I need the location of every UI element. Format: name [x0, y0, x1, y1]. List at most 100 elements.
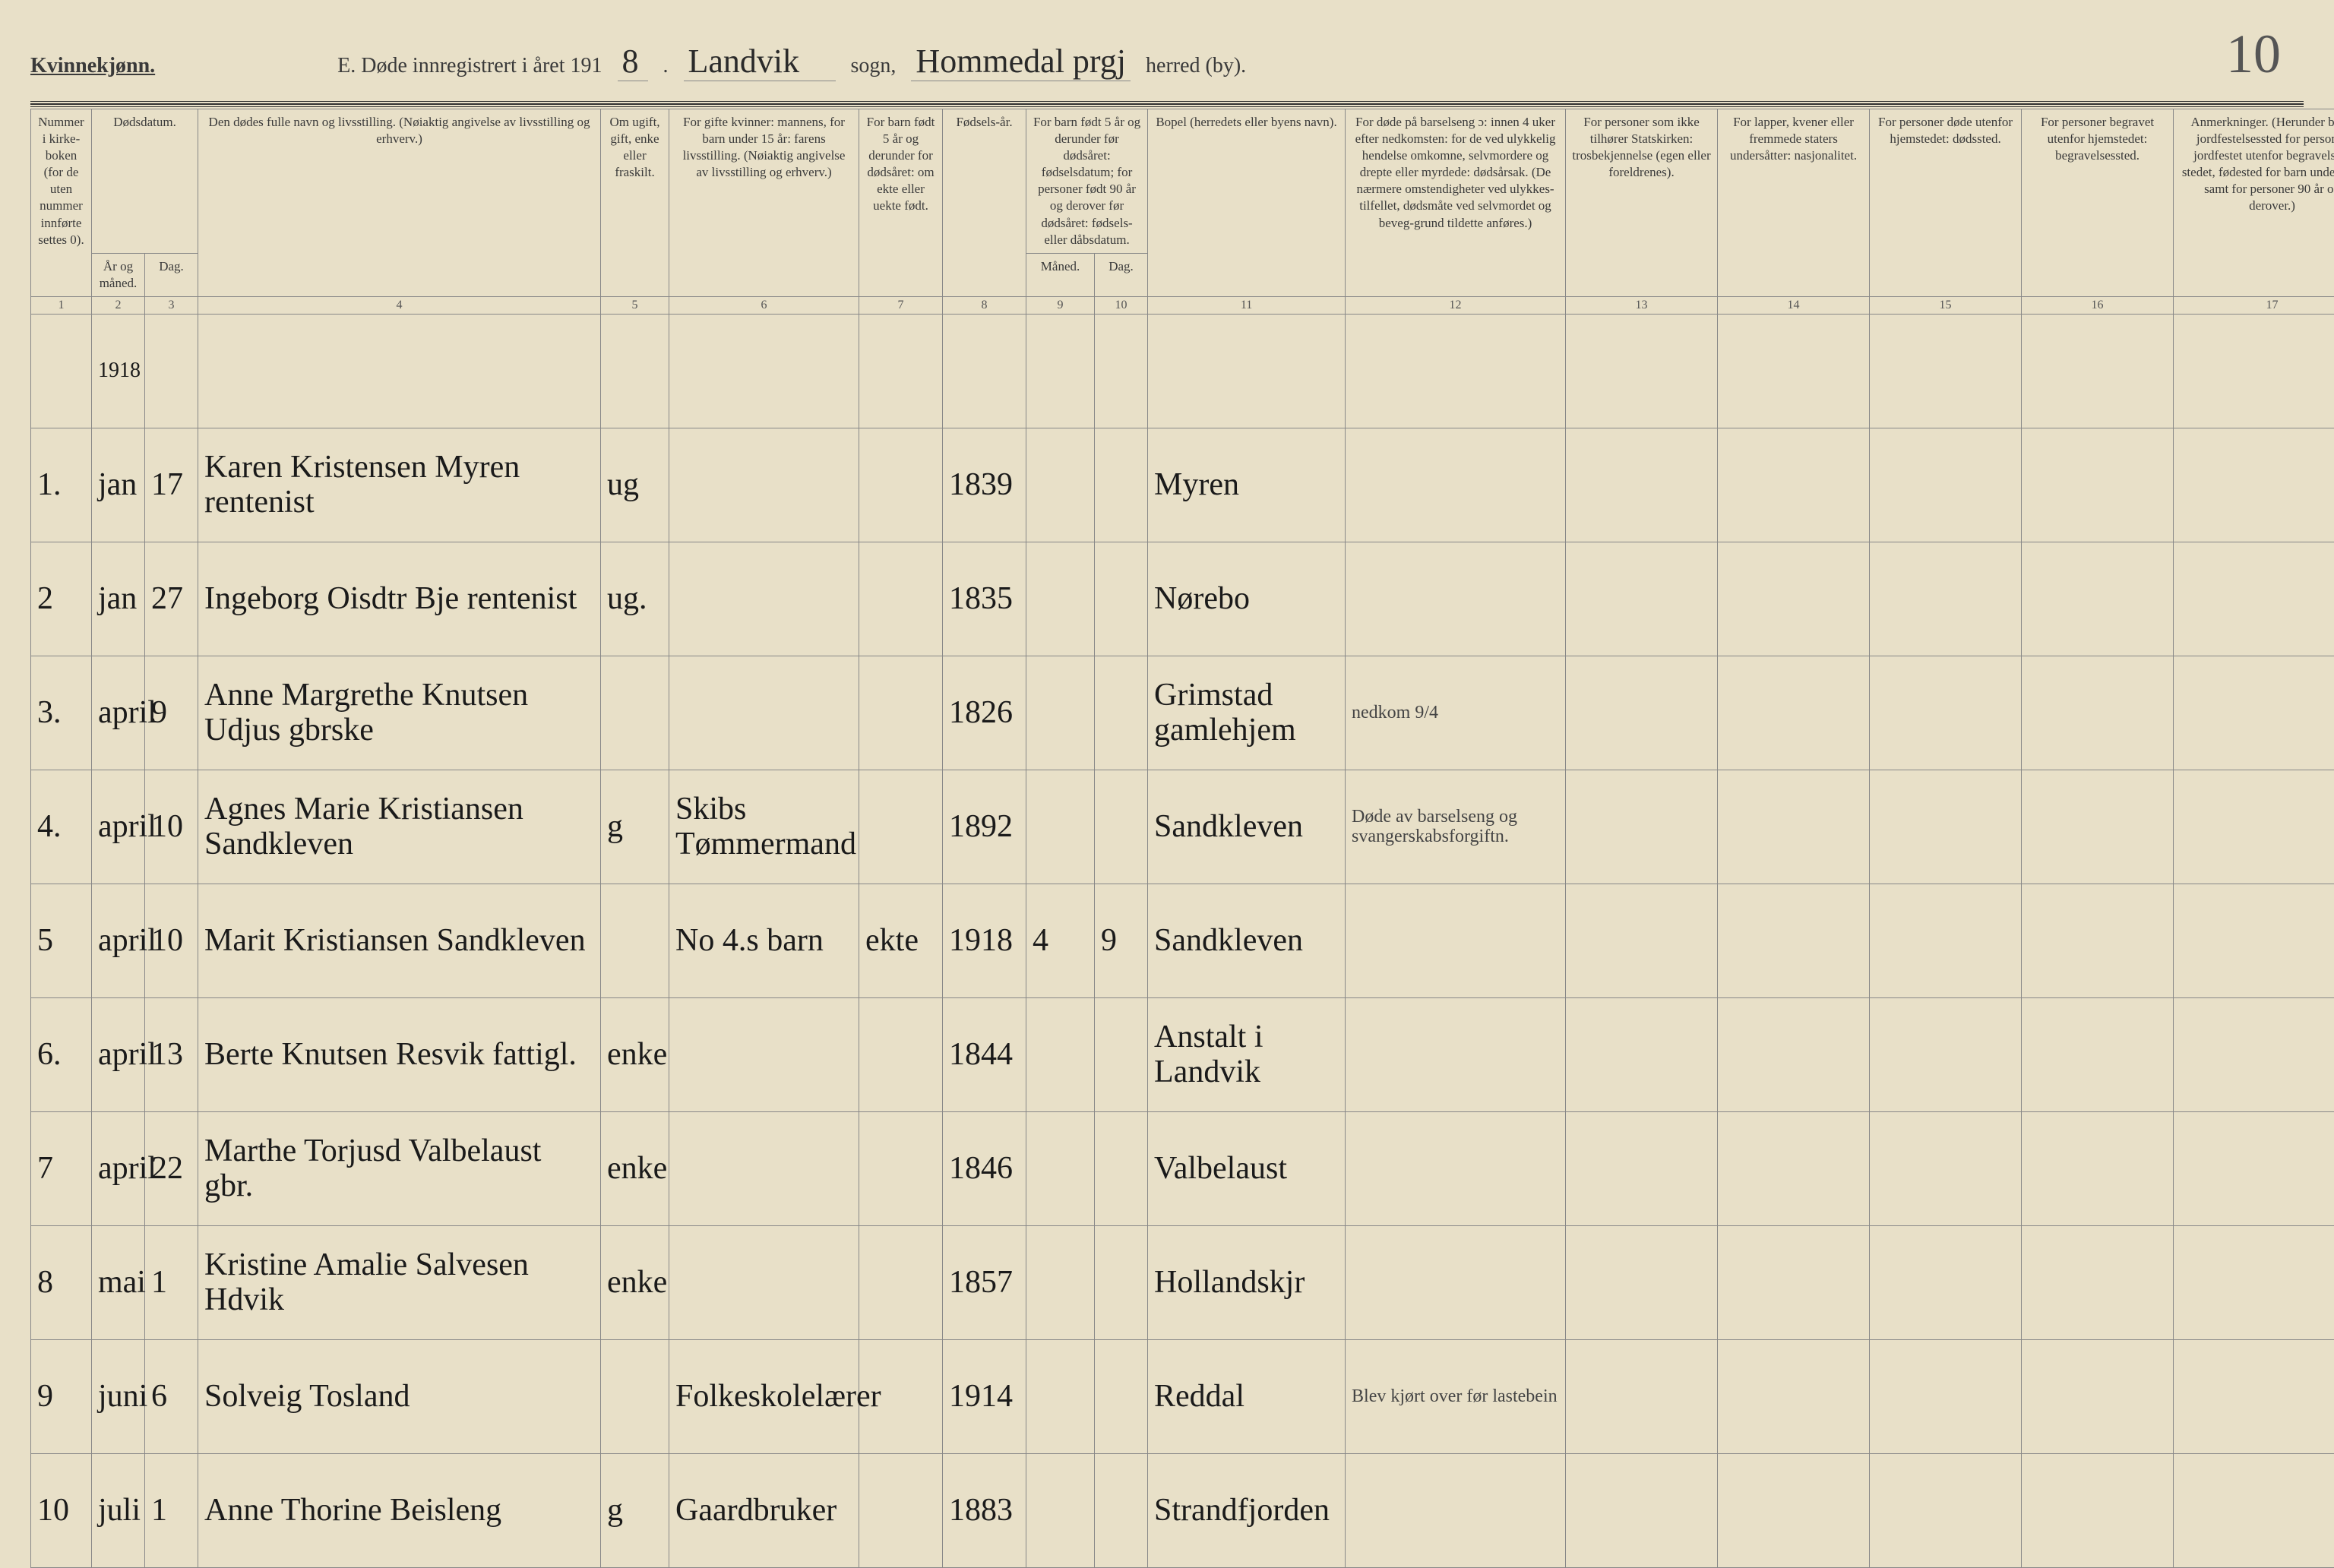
- table-cell: [1718, 428, 1870, 542]
- table-cell: Solveig Tosland: [198, 1339, 601, 1453]
- table-cell: [1346, 1453, 1566, 1567]
- table-cell: 1914: [943, 1339, 1026, 1453]
- table-cell: [2174, 428, 2334, 542]
- table-cell: 9: [1095, 884, 1148, 997]
- colnum: 10: [1095, 296, 1148, 314]
- table-cell: [859, 428, 943, 542]
- table-cell: [1095, 770, 1148, 884]
- table-cell: 9: [145, 656, 198, 770]
- table-cell: [1566, 1339, 1718, 1453]
- col-header-barn5b: For barn født 5 år og derunder før dødså…: [1026, 109, 1148, 254]
- table-cell: g: [601, 1453, 669, 1567]
- col-header-marital: Om ugift, gift, enke eller fraskilt.: [601, 109, 669, 297]
- table-cell: Karen Kristensen Myren rentenist: [198, 428, 601, 542]
- table-row: 8mai1Kristine Amalie Salvesen Hdvikenke1…: [31, 1225, 2334, 1339]
- gender-label: Kvinnekjønn.: [30, 54, 155, 78]
- colnum: 3: [145, 296, 198, 314]
- table-cell: 10: [145, 770, 198, 884]
- table-cell: Anne Margrethe Knutsen Udjus gbrske: [198, 656, 601, 770]
- table-row: 9juni6Solveig ToslandFolkeskolelærer1914…: [31, 1339, 2334, 1453]
- table-cell: april: [92, 997, 145, 1111]
- sogn-label: sogn,: [851, 54, 897, 78]
- table-cell: Kristine Amalie Salvesen Hdvik: [198, 1225, 601, 1339]
- table-cell: 4: [1026, 884, 1095, 997]
- table-cell: [1566, 1453, 1718, 1567]
- table-cell: 10: [31, 1453, 92, 1567]
- table-cell: [1346, 997, 1566, 1111]
- table-cell: [1870, 1111, 2022, 1225]
- table-cell: Anstalt i Landvik: [1148, 997, 1346, 1111]
- table-cell: [1026, 1111, 1095, 1225]
- colnum: 7: [859, 296, 943, 314]
- colnum: 17: [2174, 296, 2334, 314]
- col-header-num: Nummer i kirke-boken (for de uten nummer…: [31, 109, 92, 297]
- table-cell: 3.: [31, 656, 92, 770]
- table-cell: mai: [92, 1225, 145, 1339]
- table-cell: [859, 1453, 943, 1567]
- table-cell: No 4.s barn: [669, 884, 859, 997]
- table-cell: [1718, 1111, 1870, 1225]
- table-row: 5april10Marit Kristiansen SandklevenNo 4…: [31, 884, 2334, 997]
- col-header-dag2: Dag.: [1095, 253, 1148, 296]
- table-cell: Nørebo: [1148, 542, 1346, 656]
- parish-hand: Landvik: [684, 42, 836, 81]
- table-cell: ug: [601, 428, 669, 542]
- table-row: 10juli1Anne Thorine BeislenggGaardbruker…: [31, 1453, 2334, 1567]
- table-cell: [859, 1225, 943, 1339]
- colnum: 1: [31, 296, 92, 314]
- colnum: 11: [1148, 296, 1346, 314]
- col-header-maaned2: Måned.: [1026, 253, 1095, 296]
- year-row: 1918: [31, 314, 2334, 428]
- table-cell: Myren: [1148, 428, 1346, 542]
- table-cell: [859, 656, 943, 770]
- year-digit: 8: [618, 42, 648, 81]
- colnum: 15: [1870, 296, 2022, 314]
- table-cell: [669, 1111, 859, 1225]
- table-cell: [1026, 1339, 1095, 1453]
- colnum: 2: [92, 296, 145, 314]
- table-cell: [2174, 1453, 2334, 1567]
- table-cell: [859, 542, 943, 656]
- table-cell: [1870, 884, 2022, 997]
- table-cell: Sandkleven: [1148, 884, 1346, 997]
- table-cell: [1870, 770, 2022, 884]
- table-cell: [859, 770, 943, 884]
- table-cell: [2174, 884, 2334, 997]
- table-cell: [1346, 542, 1566, 656]
- table-cell: Sandkleven: [1148, 770, 1346, 884]
- table-cell: [1095, 1111, 1148, 1225]
- table-cell: Reddal: [1148, 1339, 1346, 1453]
- table-cell: [1095, 1339, 1148, 1453]
- table-cell: 27: [145, 542, 198, 656]
- table-cell: [1346, 1111, 1566, 1225]
- table-cell: [1026, 542, 1095, 656]
- table-cell: 1846: [943, 1111, 1026, 1225]
- table-cell: [2022, 656, 2174, 770]
- table-cell: Berte Knutsen Resvik fattigl.: [198, 997, 601, 1111]
- col-header-begravelse: For personer begravet utenfor hjemstedet…: [2022, 109, 2174, 297]
- col-header-dag: Dag.: [145, 253, 198, 296]
- table-cell: april: [92, 656, 145, 770]
- col-header-name: Den dødes fulle navn og livsstilling. (N…: [198, 109, 601, 297]
- table-cell: [1026, 997, 1095, 1111]
- table-cell: [1566, 656, 1718, 770]
- table-cell: [1026, 656, 1095, 770]
- table-cell: [1566, 428, 1718, 542]
- table-cell: [1095, 1225, 1148, 1339]
- table-cell: Skibs Tømmermand: [669, 770, 859, 884]
- table-cell: [1870, 542, 2022, 656]
- table-cell: [1718, 770, 1870, 884]
- table-cell: [1718, 542, 1870, 656]
- table-cell: 8: [31, 1225, 92, 1339]
- table-cell: [1718, 1453, 1870, 1567]
- table-cell: Strandfjorden: [1148, 1453, 1346, 1567]
- table-cell: [601, 656, 669, 770]
- table-cell: [2022, 1111, 2174, 1225]
- table-cell: juli: [92, 1453, 145, 1567]
- table-cell: april: [92, 770, 145, 884]
- col-header-cause: For døde på barselseng ɔ: innen 4 uker e…: [1346, 109, 1566, 297]
- table-head: Nummer i kirke-boken (for de uten nummer…: [31, 109, 2334, 315]
- herred-label: herred (by).: [1146, 54, 1246, 78]
- table-cell: jan: [92, 428, 145, 542]
- table-cell: [1870, 997, 2022, 1111]
